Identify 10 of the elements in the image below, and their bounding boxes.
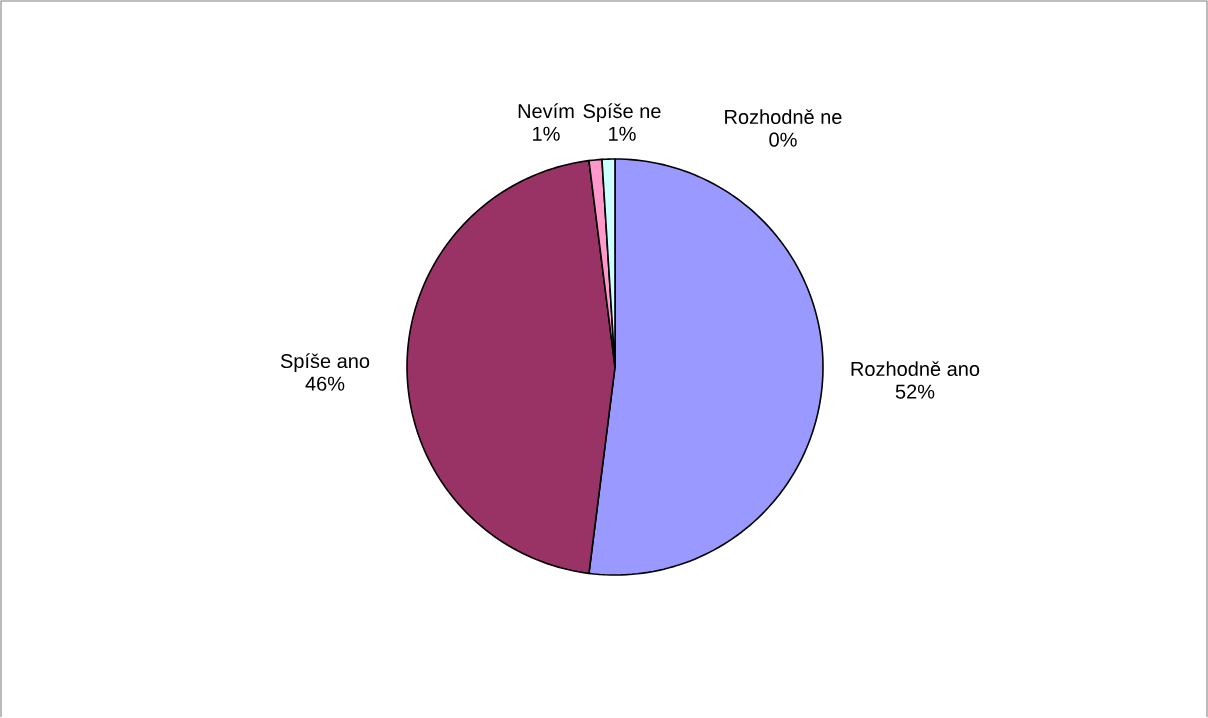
data-label: 1%	[533, 127, 560, 141]
data-label: 1%	[609, 127, 636, 141]
data-label: 46%	[305, 376, 345, 392]
text: 0%	[769, 132, 797, 147]
slice-label: Spíše ano	[280, 353, 370, 373]
slice-label: Nevím	[518, 103, 574, 119]
category-label: Rozhodně ne	[725, 109, 842, 125]
slice-label: Rozhodně ano	[851, 361, 980, 377]
data-label: 52%	[895, 384, 935, 399]
slice-label: Spíše ne	[583, 103, 661, 123]
